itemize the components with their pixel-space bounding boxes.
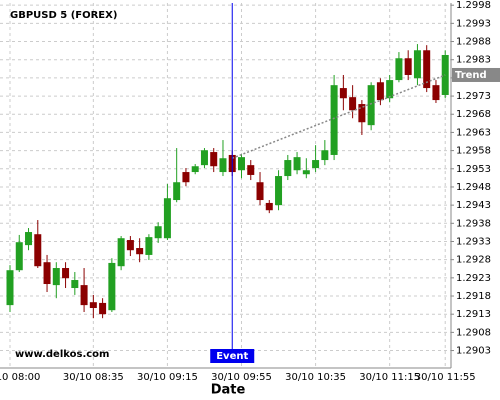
candle-body — [321, 150, 329, 161]
y-tick-label: 1.2943 — [456, 200, 491, 211]
candle-body — [200, 150, 208, 166]
candle-body — [136, 248, 144, 255]
candle-body — [145, 237, 153, 255]
y-tick-label: 1.2973 — [456, 91, 491, 102]
candle-body — [423, 50, 431, 89]
candle-body — [210, 152, 218, 167]
y-tick-label: 1.2903 — [456, 346, 491, 357]
candle-body — [52, 268, 60, 286]
candle-body — [293, 157, 301, 171]
candle-body — [182, 172, 190, 183]
x-tick-label: 30/10 09:55 — [211, 372, 272, 383]
y-tick-label: 1.2938 — [456, 218, 491, 229]
trend-label-box — [452, 67, 500, 82]
y-tick-label: 1.2908 — [456, 327, 491, 338]
candle-body — [302, 170, 310, 175]
y-tick-label: 1.2968 — [456, 109, 491, 120]
candle-body — [163, 198, 171, 239]
candle-body — [25, 232, 33, 246]
x-tick-label: 30/10 08:00 — [0, 372, 40, 383]
candle-body — [34, 234, 42, 267]
y-tick-label: 1.2998 — [456, 0, 491, 11]
candle-body — [358, 104, 366, 123]
candle-body — [367, 85, 375, 126]
candle-body — [108, 262, 116, 311]
candle-body — [154, 226, 162, 239]
y-tick-label: 1.2953 — [456, 164, 491, 175]
candle-body — [349, 97, 357, 111]
candle-body — [43, 262, 51, 285]
y-tick-label: 1.2913 — [456, 309, 491, 320]
candle-body — [191, 166, 199, 173]
event-label: Event — [216, 351, 248, 362]
candle-body — [284, 160, 292, 177]
watermark: www.delkos.com — [15, 349, 109, 360]
x-tick-label: 30/10 08:35 — [63, 372, 124, 383]
candle-body — [265, 202, 273, 211]
candle-body — [312, 160, 320, 169]
y-tick-label: 1.2958 — [456, 146, 491, 157]
y-tick-label: 1.2988 — [456, 37, 491, 48]
event-label-box — [210, 349, 255, 363]
candle-body — [80, 285, 88, 306]
marks — [6, 44, 449, 319]
candle-body — [238, 157, 245, 171]
trend-label: Trend — [455, 70, 487, 81]
candle-body — [395, 58, 403, 81]
y-tick-label: 1.2933 — [456, 236, 491, 247]
y-tick-label: 1.2983 — [456, 55, 491, 66]
candle-body — [173, 182, 181, 201]
x-tick-label: 30/10 11:15 — [359, 372, 420, 383]
candle-body — [413, 50, 421, 79]
y-tick-label: 1.2923 — [456, 273, 491, 284]
y-tick-label: 1.2918 — [456, 291, 491, 302]
candle-body — [117, 238, 125, 267]
candle-body — [330, 85, 338, 155]
y-tick-label: 1.2948 — [456, 182, 491, 193]
x-axis-label: Date — [211, 383, 246, 398]
candle-body — [339, 88, 347, 99]
candle-body — [71, 280, 79, 289]
candle-body — [219, 158, 227, 173]
candle-body — [6, 270, 14, 306]
y-tick-label: 1.2928 — [456, 255, 491, 266]
candle-body — [256, 182, 264, 201]
y-tick-label: 1.2993 — [456, 18, 491, 29]
candle-body — [376, 82, 384, 101]
candle-body — [126, 240, 134, 251]
candle-body — [432, 85, 440, 101]
candle-body — [386, 80, 394, 99]
candle-body — [89, 302, 97, 309]
x-tick-label: 30/10 09:15 — [137, 372, 198, 383]
candle-body — [275, 176, 283, 206]
x-tick-label: 30/10 10:35 — [285, 372, 346, 383]
candle-body — [99, 302, 107, 315]
candle-body — [15, 242, 23, 271]
candle-body — [247, 165, 255, 175]
y-tick-label: 1.2963 — [456, 127, 491, 138]
candle-body — [62, 268, 70, 279]
candle-body — [404, 58, 412, 75]
x-tick-label: 30/10 11:55 — [415, 372, 476, 383]
chart-title: GBPUSD 5 (FOREX) — [10, 10, 117, 21]
annotations: 1.29981.29931.29881.29831.29781.29731.29… — [0, 0, 500, 383]
